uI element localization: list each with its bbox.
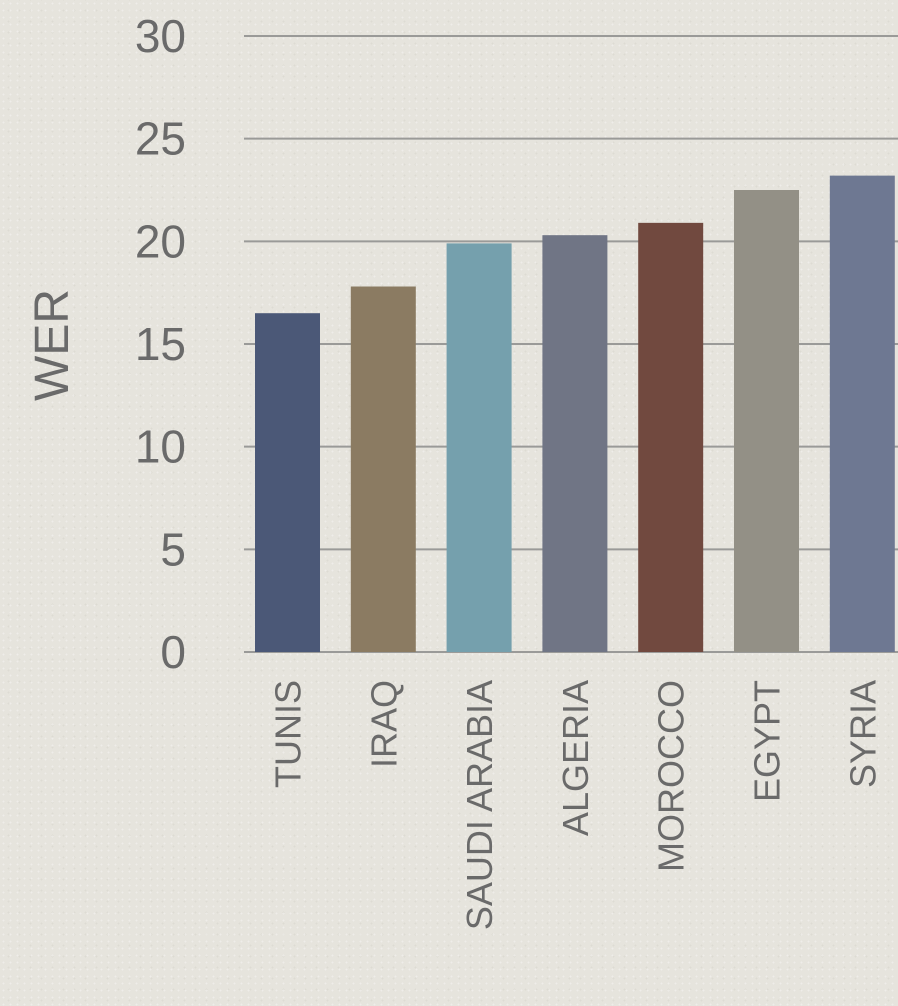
x-category-label: ALGERIA <box>555 680 596 836</box>
y-tick-label: 15 <box>135 318 186 370</box>
y-axis-ticks: 0 5 10 15 20 25 30 <box>135 10 186 678</box>
bar <box>255 313 320 652</box>
bar <box>734 190 799 652</box>
bar <box>829 175 895 653</box>
bar <box>542 235 608 652</box>
y-tick-label: 0 <box>160 626 186 678</box>
bar <box>446 243 512 653</box>
bar <box>350 286 416 652</box>
x-category-label: SYRIA <box>842 680 883 788</box>
y-tick-label: 10 <box>135 421 186 473</box>
x-category-label: EGYPT <box>747 680 788 802</box>
y-tick-label: 30 <box>135 10 186 62</box>
y-tick-label: 20 <box>135 215 186 267</box>
y-tick-label: 5 <box>160 523 186 575</box>
bar <box>638 222 704 652</box>
y-tick-label: 25 <box>135 113 186 165</box>
bars <box>255 175 895 653</box>
x-category-label: SAUDI ARABIA <box>459 680 500 930</box>
x-category-label: TUNIS <box>268 680 309 788</box>
x-category-label: MOROCCO <box>651 680 692 872</box>
x-category-label: IRAQ <box>363 680 404 768</box>
y-axis-label: WER <box>26 289 79 401</box>
x-axis-categories: TUNIS IRAQ SAUDI ARABIA ALGERIA MOROCCO EGYPT… <box>268 680 884 930</box>
